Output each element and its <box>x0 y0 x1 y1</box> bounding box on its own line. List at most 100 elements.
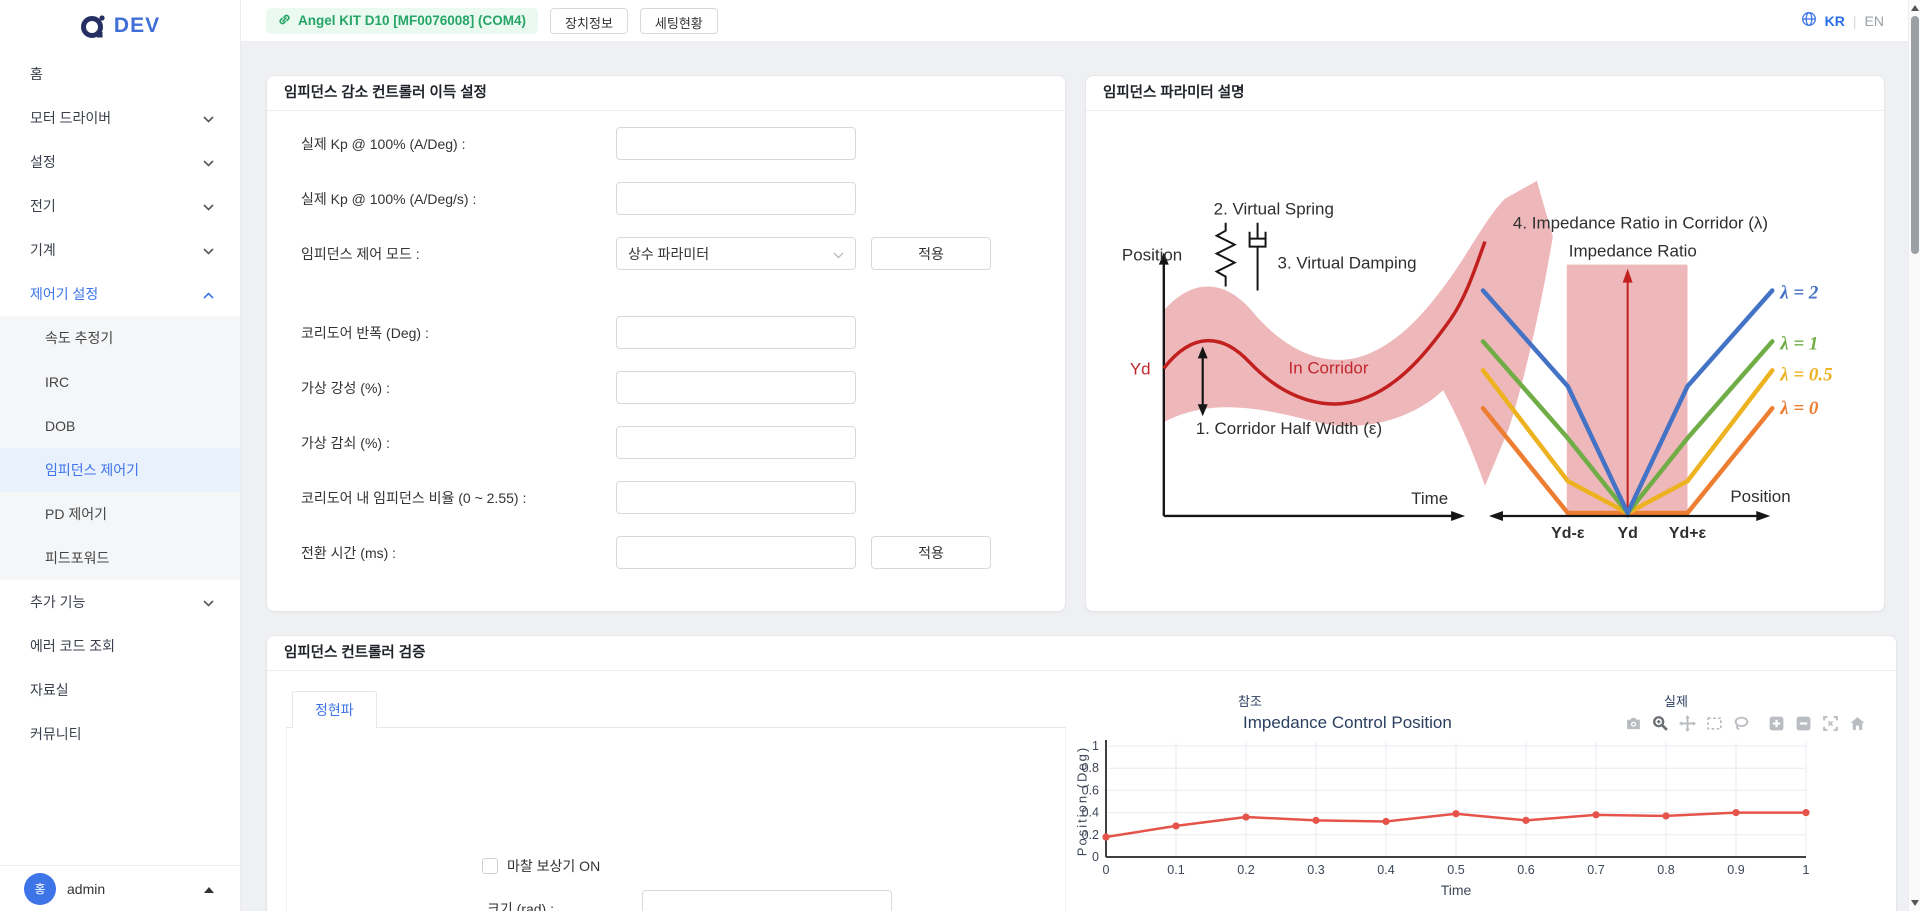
chevron-down-icon <box>203 110 214 126</box>
brand-name: DEV <box>113 14 161 37</box>
sidebar-item-speed-estimator[interactable]: 속도 추정기 <box>45 330 114 346</box>
language-switch: KR | EN <box>1801 11 1884 30</box>
corridor-band <box>1163 180 1553 487</box>
svg-text:0.8: 0.8 <box>1657 863 1674 877</box>
lang-kr[interactable]: KR <box>1824 12 1845 29</box>
field-label-impedance-ratio: 코리도어 내 임피던스 비율 (0 ~ 2.55) : <box>301 489 527 506</box>
scrollbar-down-arrow[interactable] <box>1911 900 1919 906</box>
page-scrollbar[interactable] <box>1908 0 1920 911</box>
friction-compensator-label: 마찰 보상기 ON <box>507 858 601 874</box>
lang-divider: | <box>1852 12 1857 29</box>
svg-text:Position: Position <box>1730 487 1790 506</box>
sidebar-item-irc[interactable]: IRC <box>45 374 70 390</box>
controller-settings-submenu: 속도 추정기 IRC DOB 임피던스 제어기 PD 제어기 피드포워드 <box>0 316 240 580</box>
sidebar-item-machine[interactable]: 기계 <box>0 228 240 272</box>
device-info-button[interactable]: 장치정보 <box>550 7 628 34</box>
tab-sine-wave[interactable]: 정현파 <box>292 691 377 729</box>
field-label-kp-degs: 실제 Kp @ 100% (A/Deg/s) : <box>301 190 477 207</box>
globe-icon <box>1801 11 1817 30</box>
svg-text:0.4: 0.4 <box>1377 863 1394 877</box>
sidebar-item-controller-settings[interactable]: 제어기 설정 <box>0 272 240 316</box>
field-label-corridor-halfwidth: 코리도어 반폭 (Deg) : <box>301 324 429 341</box>
sidebar-item-resources[interactable]: 자료실 <box>30 682 69 698</box>
chevron-down-icon <box>203 242 214 258</box>
lang-en[interactable]: EN <box>1864 12 1884 29</box>
tab-row: 정현파 <box>286 691 1066 729</box>
brand-logo[interactable]: DEV <box>0 0 240 52</box>
svg-text:0.7: 0.7 <box>1587 863 1604 877</box>
scrollbar-up-arrow[interactable] <box>1911 5 1919 11</box>
svg-text:Impedance Ratio: Impedance Ratio <box>1569 242 1697 261</box>
avatar: 홍 <box>24 872 56 905</box>
sidebar-item-settings[interactable]: 설정 <box>0 140 240 184</box>
field-label-transition-time: 전환 시간 (ms) : <box>301 544 397 561</box>
sidebar-item-motor-driver[interactable]: 모터 드라이버 <box>0 96 240 140</box>
svg-text:Position: Position <box>1122 246 1182 265</box>
apply-mode-button[interactable]: 적용 <box>871 237 991 270</box>
sidebar-item-error-codes[interactable]: 에러 코드 조회 <box>30 638 116 654</box>
chart-title: Impedance Control Position <box>1243 713 1452 732</box>
sidebar-item-pd-controller[interactable]: PD 제어기 <box>45 506 107 522</box>
content: 임피던스 감소 컨트롤러 이득 설정 실제 Kp @ 100% (A/Deg) … <box>241 42 1920 911</box>
virtual-damping-input[interactable] <box>616 426 856 459</box>
sidebar-item-electric[interactable]: 전기 <box>0 184 240 228</box>
verification-panel-title: 임피던스 컨트롤러 검증 <box>267 636 1896 671</box>
pan-icon[interactable] <box>1679 715 1696 732</box>
sidebar-item-impedance-controller[interactable]: 임피던스 제어기 <box>0 448 240 492</box>
sidebar: DEV 홈 모터 드라이버 설정 전기 기계 제어기 설정 <box>0 0 241 911</box>
amplitude-label: 크기 (rad) : <box>487 901 554 911</box>
box-select-icon[interactable] <box>1706 715 1723 732</box>
svg-text:Time: Time <box>1441 882 1472 898</box>
transition-time-input[interactable] <box>616 536 856 569</box>
svg-text:0: 0 <box>1103 863 1110 877</box>
corridor-halfwidth-input[interactable] <box>616 316 856 349</box>
svg-text:λ = 2: λ = 2 <box>1779 283 1819 304</box>
main-area: Angel KIT D10 [MF0076008] (COM4) 장치정보 세팅… <box>241 0 1920 911</box>
user-menu[interactable]: 홍 admin <box>0 865 240 911</box>
kp-deg-input[interactable] <box>616 127 856 160</box>
zoom-icon[interactable] <box>1652 715 1669 732</box>
impedance-mode-select[interactable]: 상수 파라미터 <box>616 237 856 270</box>
legend-reference[interactable]: 참조 <box>1238 694 1262 709</box>
legend-actual[interactable]: 실제 <box>1664 694 1688 709</box>
field-label-impedance-mode: 임피던스 제어 모드 : <box>301 245 420 262</box>
svg-text:λ = 0: λ = 0 <box>1779 398 1819 419</box>
sidebar-item-extra-features[interactable]: 추가 기능 <box>0 580 240 624</box>
amplitude-input[interactable] <box>642 890 892 911</box>
field-label-virtual-damping: 가상 감쇠 (%) : <box>301 434 390 451</box>
sidebar-item-feedforward[interactable]: 피드포워드 <box>45 550 110 566</box>
gain-form: 실제 Kp @ 100% (A/Deg) : 실제 Kp @ 100% (A/D… <box>267 111 1065 569</box>
link-icon <box>278 13 291 29</box>
svg-text:0.6: 0.6 <box>1517 863 1534 877</box>
impedance-mode-value: 상수 파라미터 <box>628 245 710 262</box>
lasso-icon[interactable] <box>1733 715 1750 732</box>
virtual-stiffness-input[interactable] <box>616 371 856 404</box>
sidebar-item-dob[interactable]: DOB <box>45 418 76 434</box>
zoom-out-icon[interactable] <box>1795 715 1812 732</box>
setting-status-button[interactable]: 세팅현황 <box>639 7 718 34</box>
svg-text:0.8: 0.8 <box>1082 761 1099 775</box>
svg-text:Yd+ε: Yd+ε <box>1669 525 1707 542</box>
svg-text:0.3: 0.3 <box>1307 863 1324 877</box>
svg-text:0.9: 0.9 <box>1727 863 1744 877</box>
impedance-ratio-input[interactable] <box>616 481 856 514</box>
verification-panel: 임피던스 컨트롤러 검증 정현파 마찰 보상기 ON 크기 (ra <box>266 635 1897 911</box>
verification-tabbox: 정현파 마찰 보상기 ON 크기 (rad) : <box>286 691 1066 911</box>
apply-transition-button[interactable]: 적용 <box>871 536 991 569</box>
verification-chart-svg: 0 0.1 0.2 0.3 0.4 0.5 0.6 0.7 0.8 0.9 1 0 0.2 0.4 0.6 0… <box>1082 739 1810 898</box>
chart-modebar <box>1625 715 1866 732</box>
svg-text:Time: Time <box>1411 489 1448 508</box>
chevron-down-icon <box>203 198 214 214</box>
svg-text:0.4: 0.4 <box>1082 806 1099 820</box>
sidebar-item-home[interactable]: 홈 <box>30 66 43 82</box>
zoom-in-icon[interactable] <box>1768 715 1785 732</box>
kp-degs-input[interactable] <box>616 182 856 215</box>
sidebar-item-community[interactable]: 커뮤니티 <box>30 726 82 742</box>
scrollbar-thumb[interactable] <box>1911 16 1919 254</box>
svg-text:λ = 1: λ = 1 <box>1779 333 1818 354</box>
home-icon[interactable] <box>1849 715 1866 732</box>
autoscale-icon[interactable] <box>1822 715 1839 732</box>
camera-icon[interactable] <box>1625 715 1642 732</box>
diagram-panel-title: 임피던스 파라미터 설명 <box>1086 76 1884 111</box>
friction-compensator-checkbox[interactable] <box>482 858 498 874</box>
